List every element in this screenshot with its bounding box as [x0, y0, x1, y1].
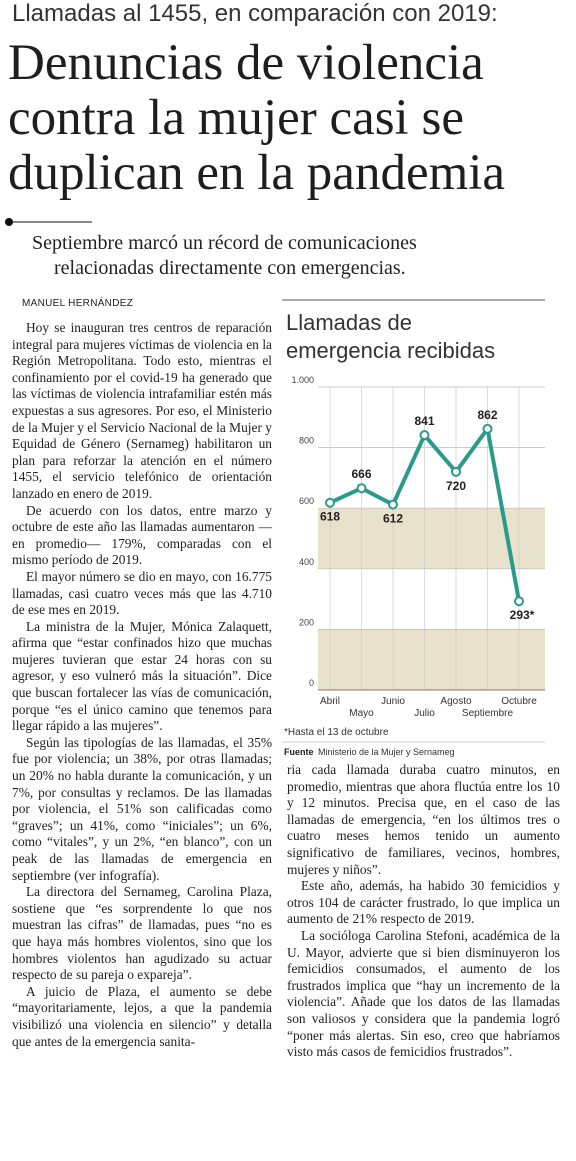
paragraph: A juicio de Plaza, el aumento se debe “m… [12, 983, 272, 1049]
point [388, 499, 398, 510]
y-tick-label: 200 [299, 617, 314, 627]
data-label: 612 [383, 512, 403, 526]
y-tick-label: 0 [309, 678, 314, 688]
right-column: ria cada llamada duraba cuatro minutos, … [287, 762, 560, 1152]
x-tick-label: Octubre [501, 696, 537, 707]
data-label: 862 [477, 408, 497, 422]
point [419, 430, 430, 441]
paragraph: De acuerdo con los datos, entre marzo y … [12, 502, 272, 568]
paragraph: Este año, además, ha habido 30 femicidio… [287, 878, 560, 927]
x-tick-label: Mayo [349, 708, 374, 719]
y-tick-label: 800 [299, 436, 314, 446]
paragraph: Según las tipologías de las llamadas, el… [12, 734, 272, 883]
footnote: *Hasta el 13 de octubre [284, 727, 389, 738]
paragraph: La socióloga Carolina Stefoni, académica… [287, 927, 560, 1060]
headline: Denuncias de violencia [8, 35, 484, 91]
left-column: Hoy se inauguran tres centros de reparac… [12, 320, 272, 1152]
x-tick-label: Abril [320, 696, 340, 707]
chart: Llamadas de emergencia recibidas Abril Mayo… [282, 299, 545, 757]
band [318, 629, 545, 690]
subtitle: relacionadas directamente con emergencia… [54, 257, 406, 279]
data-label: 293* [510, 608, 535, 622]
subtitle: Septiembre marcó un récord de comunicaci… [32, 232, 417, 254]
point [451, 466, 461, 477]
paragraph: ria cada llamada duraba cuatro minutos, … [287, 762, 560, 877]
byline: MANUEL HERNÁNDEZ [22, 298, 134, 309]
paragraph: La directora del Sernameg, Carolina Plaz… [12, 884, 272, 983]
paragraph: Hoy se inauguran tres centros de reparac… [12, 320, 272, 501]
y-tick-label: 1.000 [291, 375, 314, 385]
chart-title: emergencia recibidas [286, 338, 495, 363]
data-label: 618 [320, 510, 340, 524]
y-tick-label: 400 [299, 557, 314, 567]
data-label: 720 [446, 479, 466, 493]
paragraph: La ministra de la Mujer, Mónica Zalaquet… [12, 618, 272, 734]
source-label: Fuente [284, 747, 314, 757]
chart-title: Llamadas de [286, 310, 412, 335]
data-label: 841 [414, 414, 434, 428]
paragraph: El mayor número se dio en mayo, con 16.7… [12, 568, 272, 618]
kicker: Llamadas al 1455, en comparación con 201… [12, 0, 498, 27]
point [514, 596, 524, 607]
x-tick-label: Septiembre [462, 708, 514, 719]
y-tick-label: 600 [299, 496, 314, 506]
divider [5, 218, 92, 226]
headline: duplican en la pandemia [8, 145, 506, 201]
x-tick-label: Julio [414, 708, 435, 719]
source: Ministerio de la Mujer y Sernameg [318, 747, 455, 757]
point [482, 423, 493, 434]
data-label: 666 [351, 467, 371, 481]
headline: contra la mujer casi se [8, 90, 464, 146]
point [356, 483, 367, 494]
point [325, 497, 335, 508]
x-tick-label: Agosto [440, 696, 472, 707]
x-tick-label: Junio [381, 696, 405, 707]
